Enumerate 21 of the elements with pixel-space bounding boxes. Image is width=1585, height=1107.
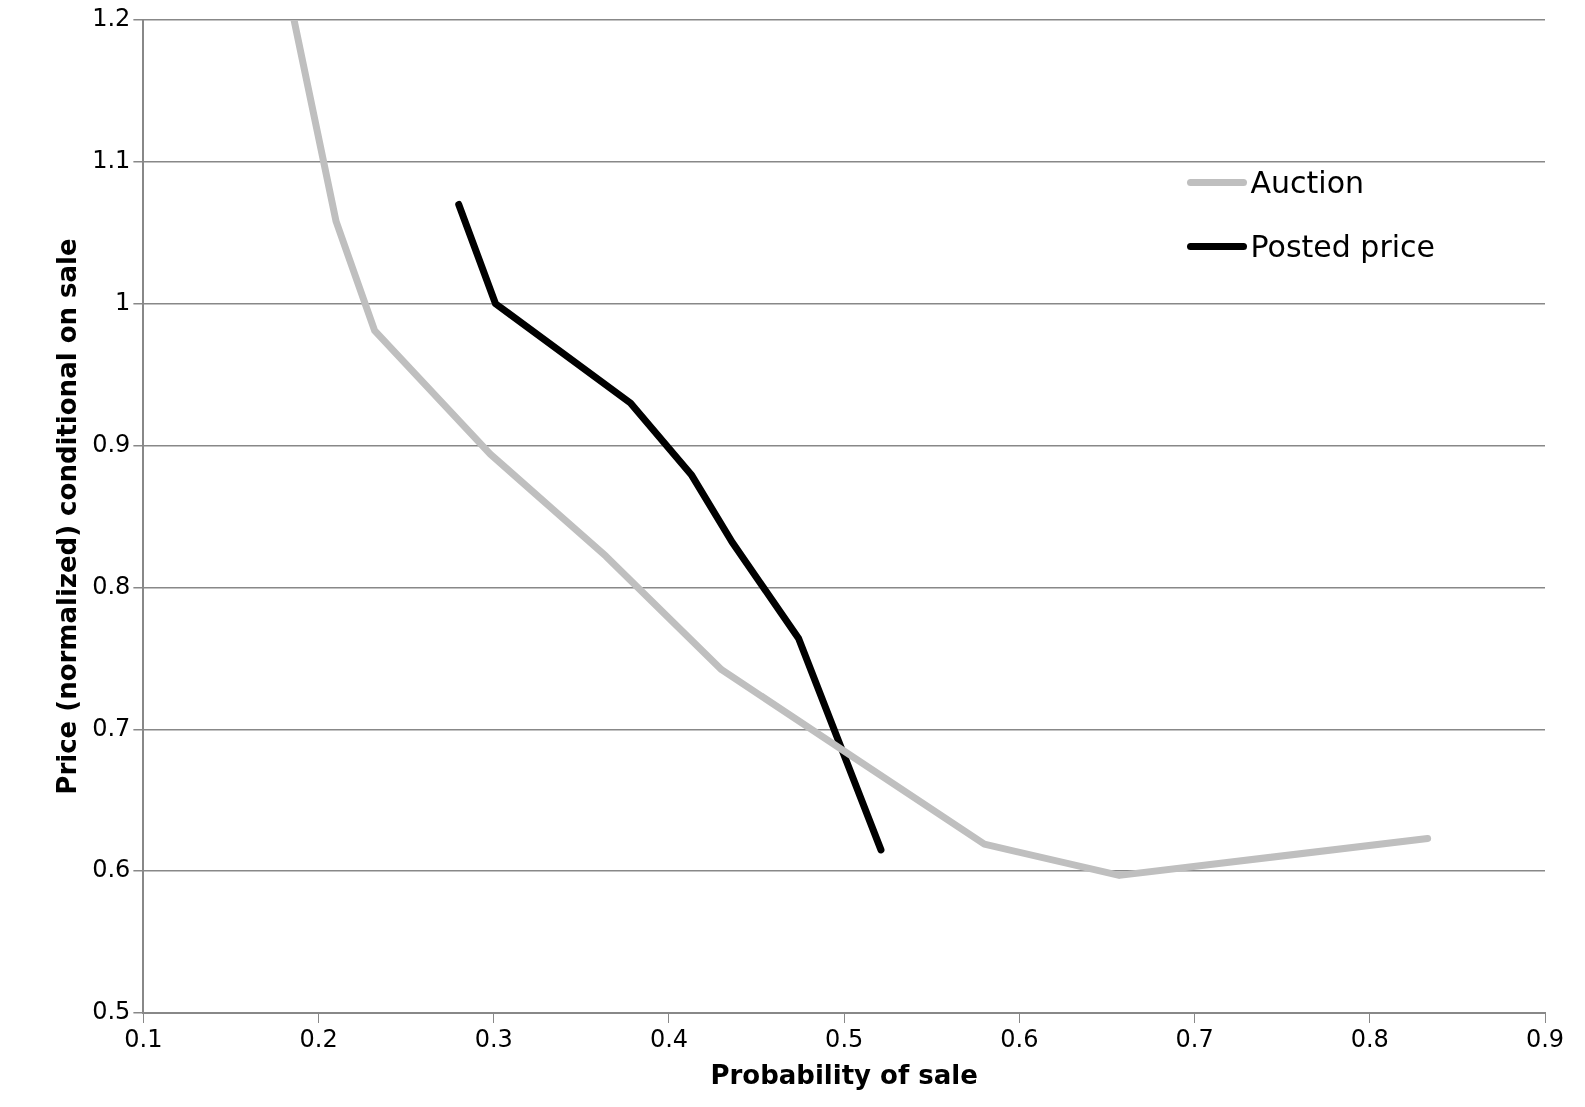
legend-label: Auction: [1250, 164, 1365, 200]
y-tick-label: 1: [115, 287, 131, 316]
x-axis-title: Probability of sale: [710, 1060, 978, 1091]
y-tick-label: 0.9: [92, 429, 131, 458]
x-tick-label: 0.5: [825, 1024, 864, 1053]
x-tick-label: 0.3: [474, 1024, 513, 1053]
legend-label: Posted price: [1250, 228, 1435, 264]
y-tick-label: 1.1: [92, 146, 131, 175]
x-tick-label: 0.8: [1350, 1024, 1389, 1053]
x-tick-label: 0.1: [124, 1024, 163, 1053]
y-tick-label: 1.2: [92, 4, 131, 33]
y-tick-label: 0.7: [92, 713, 131, 742]
x-tick-label: 0.2: [299, 1024, 338, 1053]
x-tick-label: 0.6: [1000, 1024, 1039, 1053]
x-tick-label: 0.7: [1175, 1024, 1214, 1053]
y-axis-title: Price (normalized) conditional on sale: [52, 238, 83, 795]
x-tick-label: 0.9: [1525, 1024, 1565, 1053]
y-tick-label: 0.5: [92, 997, 131, 1026]
y-tick-label: 0.8: [92, 571, 131, 600]
y-tick-label: 0.6: [92, 855, 131, 884]
x-tick-label: 0.4: [649, 1024, 689, 1053]
